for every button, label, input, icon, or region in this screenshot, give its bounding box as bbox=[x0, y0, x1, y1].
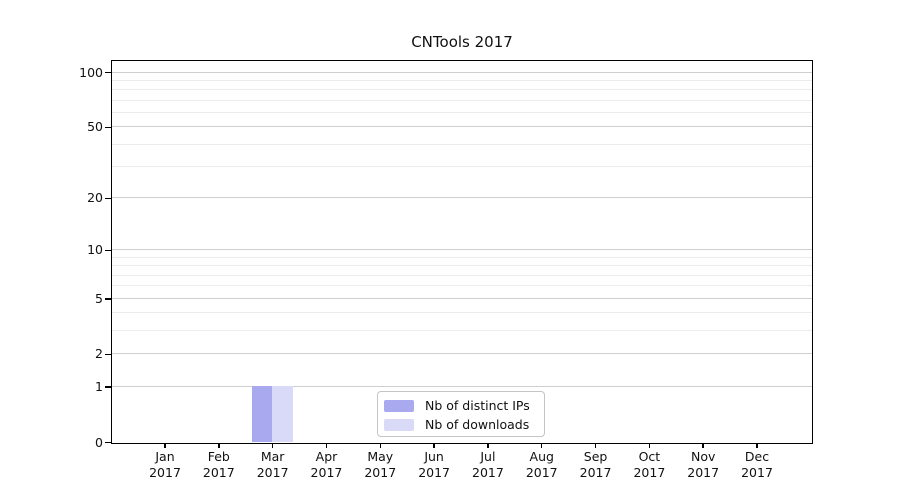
legend-swatch-distinct-ips bbox=[384, 399, 414, 412]
x-tick-mark bbox=[379, 442, 382, 448]
x-tick-label: Feb 2017 bbox=[202, 449, 235, 480]
x-tick-mark bbox=[756, 442, 758, 448]
gridline-minor bbox=[112, 274, 812, 276]
x-tick-mark bbox=[325, 442, 328, 448]
plot-area: Nb of distinct IPs Nb of downloads bbox=[111, 60, 813, 444]
gridline-minor bbox=[112, 89, 812, 91]
bar-distinct-ips bbox=[251, 386, 273, 442]
gridline-major bbox=[112, 249, 812, 251]
y-tick-label: 50 bbox=[87, 119, 103, 135]
bar-downloads bbox=[272, 386, 293, 442]
y-tick-mark bbox=[105, 298, 111, 300]
x-tick-label: Mar 2017 bbox=[256, 449, 289, 480]
x-tick-mark bbox=[594, 442, 597, 448]
x-tick-mark bbox=[540, 442, 543, 448]
legend: Nb of distinct IPs Nb of downloads bbox=[377, 391, 545, 437]
x-tick-label: Jan 2017 bbox=[149, 449, 181, 480]
gridline-minor bbox=[112, 143, 812, 145]
gridline-minor bbox=[112, 330, 812, 332]
y-tick-mark bbox=[105, 441, 111, 444]
y-tick-mark bbox=[105, 386, 111, 388]
y-tick-label: 1 bbox=[95, 378, 103, 394]
x-tick-mark bbox=[487, 442, 489, 448]
gridline-minor bbox=[112, 166, 812, 168]
legend-item-distinct-ips: Nb of distinct IPs bbox=[384, 396, 536, 415]
legend-label-downloads: Nb of downloads bbox=[425, 417, 530, 432]
y-tick-mark bbox=[105, 249, 111, 251]
x-tick-label: Nov 2017 bbox=[687, 449, 720, 480]
gridline-minor bbox=[112, 285, 812, 287]
y-tick-label: 5 bbox=[95, 290, 103, 306]
x-tick-label: Aug 2017 bbox=[525, 449, 558, 480]
gridline-major bbox=[112, 71, 812, 73]
x-tick-label: Oct 2017 bbox=[633, 449, 666, 480]
gridline-major bbox=[112, 297, 812, 299]
legend-label-distinct-ips: Nb of distinct IPs bbox=[425, 398, 530, 413]
y-tick-label: 10 bbox=[87, 242, 103, 258]
x-tick-label: Apr 2017 bbox=[310, 449, 343, 480]
x-tick-label: Jun 2017 bbox=[418, 449, 450, 480]
gridline-minor bbox=[112, 99, 812, 101]
x-tick-mark bbox=[648, 442, 651, 448]
gridline-minor bbox=[112, 111, 812, 113]
y-tick-mark bbox=[105, 126, 111, 129]
gridline-major bbox=[112, 197, 812, 199]
x-tick-mark bbox=[218, 442, 220, 448]
x-tick-mark bbox=[164, 442, 166, 448]
x-tick-label: Dec 2017 bbox=[741, 449, 773, 480]
gridline-major bbox=[112, 385, 812, 387]
gridline-major bbox=[112, 126, 812, 128]
y-tick-mark bbox=[105, 71, 111, 74]
x-tick-mark bbox=[702, 442, 704, 448]
y-tick-mark bbox=[105, 353, 111, 356]
legend-swatch-downloads bbox=[384, 418, 414, 431]
gridline-minor bbox=[112, 256, 812, 258]
x-tick-label: Sep 2017 bbox=[579, 449, 612, 480]
gridline-minor bbox=[112, 265, 812, 267]
gridline-minor bbox=[112, 312, 812, 314]
y-tick-mark bbox=[105, 197, 111, 200]
x-tick-label: Jul 2017 bbox=[472, 449, 504, 480]
x-tick-label: May 2017 bbox=[364, 449, 397, 480]
gridline-minor bbox=[112, 79, 812, 81]
y-tick-label: 100 bbox=[79, 64, 103, 80]
y-tick-label: 2 bbox=[95, 346, 103, 362]
x-tick-mark bbox=[433, 442, 435, 448]
chart-title: CNTools 2017 bbox=[411, 33, 513, 51]
legend-item-downloads: Nb of downloads bbox=[384, 415, 536, 434]
y-tick-label: 20 bbox=[87, 190, 103, 206]
x-tick-mark bbox=[271, 442, 274, 448]
gridline-major bbox=[112, 353, 812, 355]
y-tick-label: 0 bbox=[95, 434, 103, 450]
